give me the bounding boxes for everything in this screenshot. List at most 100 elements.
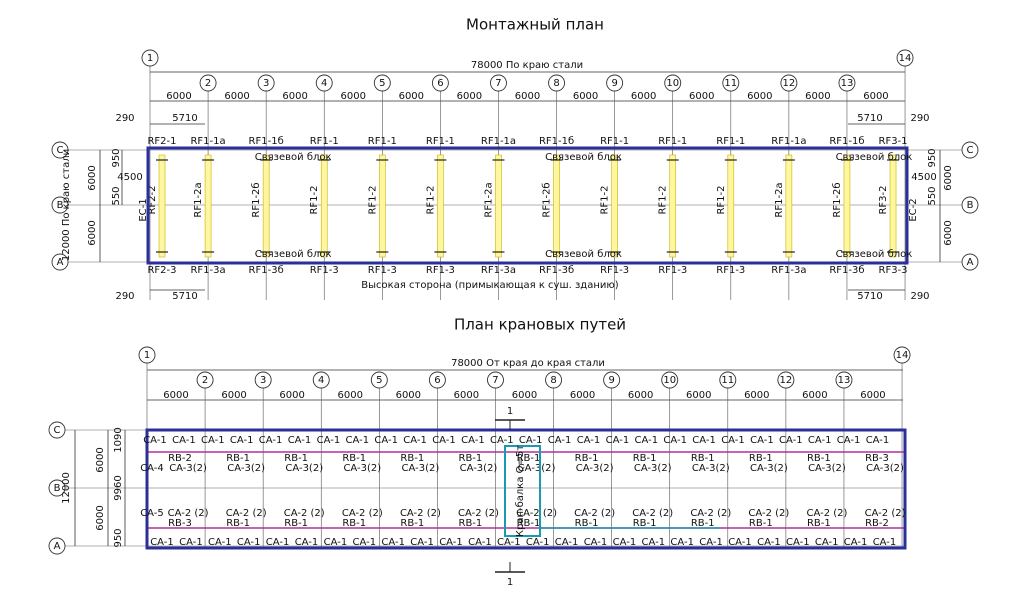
dimension-label: 550: [927, 186, 938, 205]
axis-bubble: [719, 371, 737, 389]
frame-label: RF1-2: [425, 185, 436, 214]
member-label: CA-1: [815, 537, 839, 548]
dimension-label: 6000: [341, 91, 366, 102]
member-label: CA-1: [584, 537, 608, 548]
axis-label: 4: [318, 375, 324, 386]
dimension-label: 6000: [686, 390, 711, 401]
frame: [495, 154, 502, 258]
frame-label: RF1-1б: [249, 136, 284, 147]
member-label: RB-1: [459, 453, 483, 464]
axis-label: 4: [321, 78, 327, 89]
member-label: CA-1: [201, 435, 225, 446]
member-label: CA-1: [317, 435, 341, 446]
plan-title: План крановых путей: [454, 316, 626, 334]
member-label: CA-1: [606, 435, 630, 446]
member-label: CA-1: [635, 435, 659, 446]
frame-label: RF1-3a: [481, 265, 516, 276]
member-label: CA-1: [172, 435, 196, 446]
dimension-label: 6000: [399, 91, 424, 102]
dimension-label: 12000 По краю стали: [61, 149, 72, 261]
dimension-label: 6000: [802, 390, 827, 401]
dimension-label: 950: [111, 148, 122, 167]
dimension-label: 6000: [570, 390, 595, 401]
member-label: CA-1: [490, 435, 514, 446]
frame-label: RF1-1: [426, 136, 455, 147]
member-label: CA-1: [468, 537, 492, 548]
frame-label: RF3-2: [878, 185, 889, 214]
member-label: RB-1: [749, 518, 773, 529]
dimension-label: 6000: [396, 390, 421, 401]
frame-label: RF1-1б: [829, 136, 864, 147]
dimension-label: 9960: [113, 475, 124, 500]
member-label: CA-1: [808, 435, 832, 446]
frame: [611, 154, 618, 258]
member-label: CA-1: [699, 537, 723, 548]
frame-label: RF1-3: [368, 265, 397, 276]
member-label: CA-1: [779, 435, 803, 446]
section-label: 1: [507, 577, 513, 588]
member-label: RB-1: [575, 453, 599, 464]
axis-label: 8: [553, 78, 559, 89]
dimension-label: 6000: [163, 390, 188, 401]
building-outline: [146, 146, 909, 265]
frame-label: RF1-3: [600, 265, 629, 276]
frame-label: RF1-3a: [190, 265, 225, 276]
frame-label: RF1-1: [600, 136, 629, 147]
dimension-label: 5710: [857, 113, 882, 124]
axis-label: 6: [434, 375, 440, 386]
dimension-label: 6000: [747, 91, 772, 102]
member-label: CA-3(2): [460, 463, 498, 474]
member-label: RB-1: [284, 518, 308, 529]
frame-label: RF1-2: [309, 185, 320, 214]
member-label: RB-1: [226, 453, 250, 464]
member-label: RB-1: [691, 453, 715, 464]
axis-bubble: [777, 371, 795, 389]
axis-label: 14: [896, 350, 909, 361]
dimension-label: 290: [115, 113, 134, 124]
axis-bubble: [603, 371, 621, 389]
dimension-label: 950: [927, 148, 938, 167]
frame-label: RF1-1: [310, 136, 339, 147]
frame-label: RF1-3б: [249, 265, 284, 276]
frame: [204, 154, 212, 258]
axis-bubble: [48, 537, 66, 555]
dimension-label: 6000: [689, 91, 714, 102]
dimension-label: 950: [113, 528, 124, 547]
axis-bubble: [961, 196, 979, 214]
member-label: CA-1: [497, 537, 521, 548]
frame: [669, 154, 677, 258]
member-label: RB-1: [459, 518, 483, 529]
axis-label: 13: [838, 375, 851, 386]
member-label: CA-1: [150, 537, 174, 548]
axis-bubble: [315, 74, 333, 92]
member-label: CA-2 (2): [690, 508, 731, 519]
note: Высокая сторона (примыкающая к суш. здан…: [361, 280, 618, 291]
member-label: CA-1: [577, 435, 601, 446]
member-label: RB-3: [168, 518, 192, 529]
axis-label: 2: [205, 78, 211, 89]
axis-label: 9: [608, 375, 614, 386]
member-label: CA-1: [837, 435, 861, 446]
frame-label: RF3-1: [879, 136, 908, 147]
member-label: CA-3(2): [169, 463, 207, 474]
member-label: CA-4: [140, 463, 164, 474]
row-label: C: [54, 425, 61, 436]
member-label: CA-1: [410, 537, 434, 548]
dimension-label: 6000: [95, 447, 106, 472]
frame: [262, 154, 270, 258]
axis-label: 9: [611, 78, 617, 89]
member-label: CA-2 (2): [574, 508, 615, 519]
axis-bubble: [961, 141, 979, 159]
axis-label: 6: [437, 78, 443, 89]
frame: [158, 154, 166, 258]
member-label: RB-1: [633, 518, 657, 529]
member-label: CA-5: [140, 508, 164, 519]
frame-label: RF1-3б: [539, 265, 574, 276]
member-label: CA-3(2): [634, 463, 672, 474]
dimension-label: 6000: [457, 91, 482, 102]
frame: [889, 154, 897, 258]
member-label: CA-2 (2): [400, 508, 441, 519]
member-label: CA-1: [844, 537, 868, 548]
